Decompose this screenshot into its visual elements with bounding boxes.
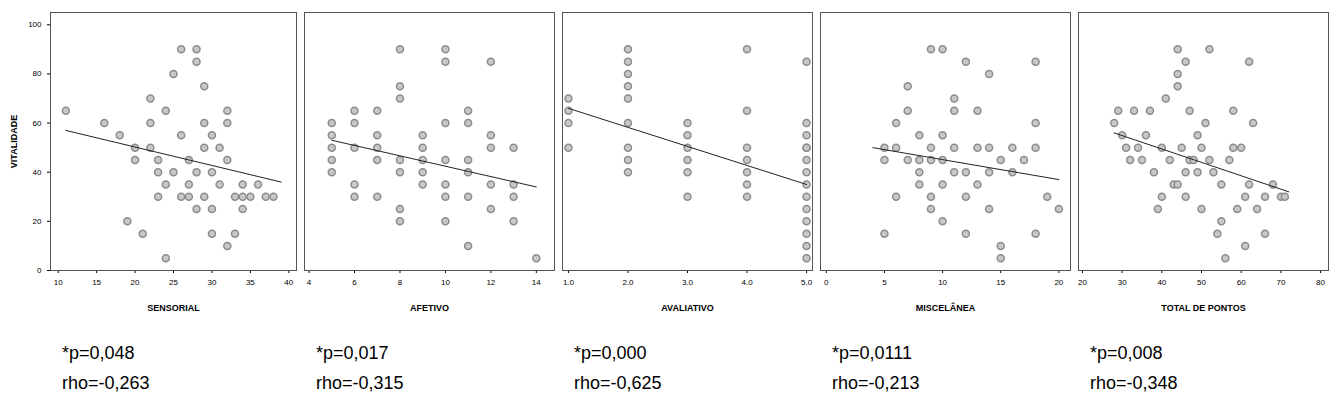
svg-text:20: 20 xyxy=(33,217,42,226)
svg-text:80: 80 xyxy=(1316,278,1325,287)
svg-text:80: 80 xyxy=(33,69,42,78)
svg-text:70: 70 xyxy=(1276,278,1285,287)
svg-text:10: 10 xyxy=(441,278,450,287)
svg-text:60: 60 xyxy=(33,119,42,128)
html-text:rho=-0,263: rho=-0,263 xyxy=(62,373,150,393)
svg-text:25: 25 xyxy=(169,278,178,287)
html-text:*p=0,017: *p=0,017 xyxy=(316,343,389,363)
svg-text:30: 30 xyxy=(1118,278,1127,287)
svg-text:100: 100 xyxy=(28,20,42,29)
svg-text:20: 20 xyxy=(1078,278,1087,287)
svg-text:15: 15 xyxy=(92,278,101,287)
svg-text:MISCELÂNEA: MISCELÂNEA xyxy=(916,302,976,313)
html-text:rho=-0,625: rho=-0,625 xyxy=(574,373,662,393)
svg-text:5: 5 xyxy=(882,278,887,287)
svg-text:2.0: 2.0 xyxy=(622,278,634,287)
html-text:rho=-0,315: rho=-0,315 xyxy=(316,373,404,393)
svg-text:0: 0 xyxy=(824,278,829,287)
html-text:*p=0,000: *p=0,000 xyxy=(574,343,647,363)
svg-text:60: 60 xyxy=(1237,278,1246,287)
svg-text:20: 20 xyxy=(1054,278,1063,287)
svg-text:6: 6 xyxy=(352,278,357,287)
svg-text:AFETIVO: AFETIVO xyxy=(410,303,449,313)
html-text:*p=0,0111: *p=0,0111 xyxy=(832,343,912,363)
svg-text:0: 0 xyxy=(37,266,42,275)
svg-text:50: 50 xyxy=(1197,278,1206,287)
svg-text:3.0: 3.0 xyxy=(682,278,694,287)
svg-text:20: 20 xyxy=(131,278,140,287)
svg-text:TOTAL DE PONTOS: TOTAL DE PONTOS xyxy=(1161,303,1245,313)
html-text:rho=-0,213: rho=-0,213 xyxy=(832,373,920,393)
svg-text:10: 10 xyxy=(54,278,63,287)
svg-text:40: 40 xyxy=(284,278,293,287)
svg-text:AVALIATIVO: AVALIATIVO xyxy=(661,303,714,313)
html-text:rho=-0,348: rho=-0,348 xyxy=(1090,373,1178,393)
svg-text:15: 15 xyxy=(996,278,1005,287)
svg-text:35: 35 xyxy=(246,278,255,287)
svg-text:8: 8 xyxy=(398,278,403,287)
svg-text:4.0: 4.0 xyxy=(741,278,753,287)
html-text:*p=0,048: *p=0,048 xyxy=(62,343,135,363)
svg-text:SENSORIAL: SENSORIAL xyxy=(147,303,200,313)
svg-text:1.0: 1.0 xyxy=(563,278,575,287)
svg-text:5.0: 5.0 xyxy=(801,278,813,287)
svg-text:10: 10 xyxy=(938,278,947,287)
svg-text:12: 12 xyxy=(486,278,495,287)
svg-text:40: 40 xyxy=(1157,278,1166,287)
svg-text:40: 40 xyxy=(33,168,42,177)
svg-text:30: 30 xyxy=(207,278,216,287)
svg-text:14: 14 xyxy=(532,278,541,287)
svg-text:VITALIDADE: VITALIDADE xyxy=(9,115,19,168)
svg-text:4: 4 xyxy=(307,278,312,287)
html-text:*p=0,008: *p=0,008 xyxy=(1090,343,1163,363)
